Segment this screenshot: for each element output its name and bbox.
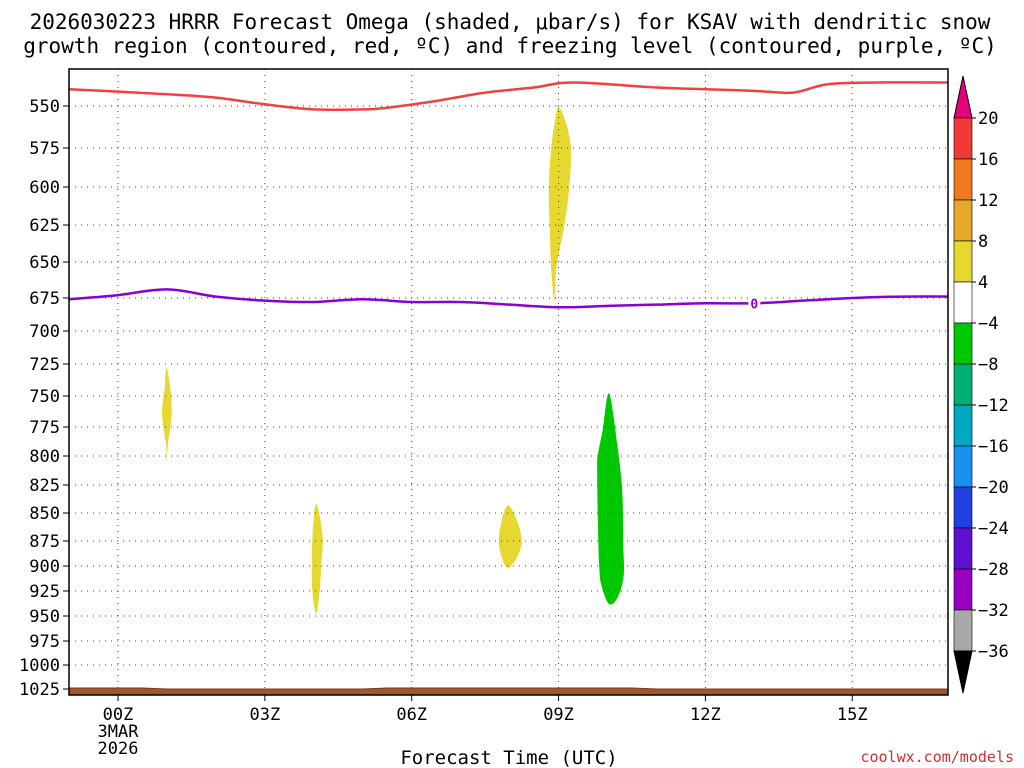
colorbar-top-arrow	[953, 75, 973, 119]
y-tick-label-950: 950	[29, 607, 60, 627]
y-tick-label-875: 875	[29, 532, 60, 552]
colorbar-segment-11	[953, 568, 973, 611]
y-tick-label-1000: 1000	[19, 656, 60, 676]
y-tick-label-575: 575	[29, 139, 60, 159]
colorbar-label-2: 12	[978, 191, 998, 211]
colorbar-label-9: −20	[978, 478, 1009, 498]
y-tick-label-775: 775	[29, 418, 60, 438]
plot-area: 0	[68, 68, 949, 696]
colorbar-segment-1	[953, 158, 973, 201]
omega-region-ascent-0900	[548, 105, 571, 301]
colorbar-segment-2	[953, 199, 973, 242]
colorbar-segment-6	[953, 363, 973, 406]
y-tick-label-900: 900	[29, 557, 60, 577]
chart-title-line-2: growth region (contoured, red, ºC) and f…	[23, 34, 997, 58]
omega-region-ascent-0800	[498, 505, 522, 568]
colorbar-segment-0	[953, 117, 973, 160]
x-tick-label-00Z: 00Z	[103, 705, 134, 725]
freezing-level-label-group: 0	[748, 295, 761, 312]
y-tick-label-1025: 1025	[19, 680, 60, 700]
colorbar-label-6: −8	[978, 355, 998, 375]
y-tick-label-725: 725	[29, 355, 60, 375]
terrain-fill	[68, 687, 949, 696]
x-tick-label-03Z: 03Z	[249, 705, 280, 725]
colorbar-label-1: 16	[978, 150, 998, 170]
colorbar-segment-10	[953, 527, 973, 570]
x-axis-title: Forecast Time (UTC)	[400, 747, 617, 768]
freezing-level-label: 0	[750, 297, 758, 312]
colorbar-segment-4	[953, 281, 973, 324]
omega-region-ascent-0100	[162, 367, 172, 462]
y-tick-label-825: 825	[29, 476, 60, 496]
y-tick-label-675: 675	[29, 289, 60, 309]
date-label-day: 3MAR	[98, 722, 140, 742]
colorbar-label-13: −36	[978, 642, 1009, 662]
colorbar-label-10: −24	[978, 519, 1009, 539]
omega-shading	[162, 105, 625, 614]
colorbar-segment-3	[953, 240, 973, 283]
y-tick-label-600: 600	[29, 178, 60, 198]
x-tick-label-15Z: 15Z	[837, 705, 868, 725]
x-tick-label-12Z: 12Z	[690, 705, 721, 725]
plot-frame	[68, 68, 949, 696]
chart-title-line-1: 2026030223 HRRR Forecast Omega (shaded, …	[30, 10, 991, 34]
colorbar-label-7: −12	[978, 396, 1009, 416]
colorbar-label-11: −28	[978, 560, 1009, 580]
freezing-level-label-background	[748, 295, 761, 312]
freezing-level-contour	[69, 288, 948, 309]
plot-background	[69, 69, 948, 695]
colorbar-bottom-arrow	[953, 650, 973, 694]
y-tick-label-650: 650	[29, 253, 60, 273]
time-axis: 00Z 03Z 06Z 09Z 12Z 15Z	[103, 695, 868, 725]
y-tick-label-925: 925	[29, 582, 60, 602]
y-tick-label-975: 975	[29, 632, 60, 652]
y-tick-label-700: 700	[29, 322, 60, 342]
colorbar-label-0: 20	[978, 109, 998, 129]
colorbar-segment-5	[953, 322, 973, 365]
colorbar-label-5: −4	[978, 314, 998, 334]
colorbar-segment-8	[953, 445, 973, 488]
dendritic-growth-zone-contour	[69, 81, 948, 112]
colorbar-label-4: 4	[978, 273, 988, 293]
y-tick-label-800: 800	[29, 447, 60, 467]
y-tick-label-550: 550	[29, 97, 60, 117]
omega-region-descent-1000	[597, 393, 625, 605]
y-tick-label-750: 750	[29, 387, 60, 407]
x-tick-label-09Z: 09Z	[543, 705, 574, 725]
colorbar-segment-9	[953, 486, 973, 529]
colorbar: 20 16 12 8 4 −4 −8 −12 −16 −20 −24 −28 −32 −36	[953, 75, 1009, 694]
pressure-axis: 550 575 600 625 650 675 700 725 750 775 800 825 850 8…	[19, 97, 69, 700]
colorbar-segment-12	[953, 609, 973, 652]
x-tick-label-06Z: 06Z	[396, 705, 427, 725]
colorbar-label-3: 8	[978, 232, 988, 252]
date-label-year: 2026	[98, 739, 139, 759]
colorbar-label-12: −32	[978, 601, 1009, 621]
credit-text: coolwx.com/models	[860, 748, 1014, 766]
y-tick-label-625: 625	[29, 216, 60, 236]
y-tick-label-850: 850	[29, 504, 60, 524]
colorbar-label-8: −16	[978, 437, 1009, 457]
colorbar-segment-7	[953, 404, 973, 447]
omega-region-ascent-0400	[311, 503, 323, 614]
